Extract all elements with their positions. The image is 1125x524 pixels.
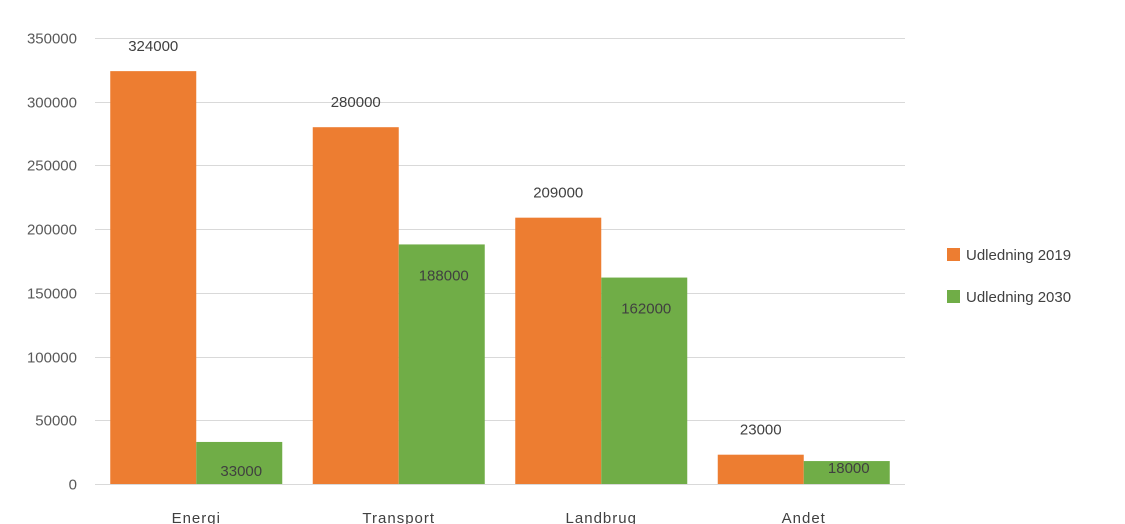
bar-energi-series-1 <box>110 71 197 484</box>
legend-label: Udledning 2019 <box>966 247 1071 264</box>
data-label: 280000 <box>331 94 381 111</box>
data-label: 162000 <box>621 301 671 318</box>
bar-transport-series-2 <box>398 244 485 484</box>
bar-landbrug-series-2 <box>601 277 688 484</box>
label-layer: 0 50000 100000 150000 200000 250000 300000 3500… <box>27 31 870 524</box>
legend: Udledning 2019 Udledning 2030 <box>947 247 1071 306</box>
y-tick-label: 350000 <box>27 31 77 48</box>
bar-layer <box>110 71 890 484</box>
y-tick-label: 0 <box>69 477 77 494</box>
y-tick-label: 150000 <box>27 286 77 303</box>
y-tick-label: 100000 <box>27 350 77 367</box>
data-label: 209000 <box>533 185 583 202</box>
y-tick-label: 50000 <box>35 413 77 430</box>
legend-swatch <box>947 290 960 303</box>
data-label: 18000 <box>828 460 870 477</box>
x-tick-label: Transport <box>362 510 435 524</box>
data-label: 324000 <box>128 38 178 55</box>
bar-andet-series-1 <box>717 454 804 484</box>
data-label: 33000 <box>220 463 262 480</box>
legend-swatch <box>947 248 960 261</box>
bar-transport-series-1 <box>312 127 399 484</box>
y-tick-label: 250000 <box>27 158 77 175</box>
data-label: 188000 <box>419 267 469 284</box>
bar-andet-series-2 <box>803 461 890 484</box>
grid-layer <box>95 38 905 485</box>
x-tick-label: Energi <box>172 510 221 524</box>
x-tick-label: Landbrug <box>566 510 637 524</box>
y-tick-label: 200000 <box>27 222 77 239</box>
y-tick-label: 300000 <box>27 95 77 112</box>
legend-label: Udledning 2030 <box>966 289 1071 306</box>
bar-landbrug-series-1 <box>515 217 602 484</box>
data-label: 23000 <box>740 422 782 439</box>
x-tick-label: Andet <box>782 510 826 524</box>
bar-energi-series-2 <box>196 441 283 484</box>
